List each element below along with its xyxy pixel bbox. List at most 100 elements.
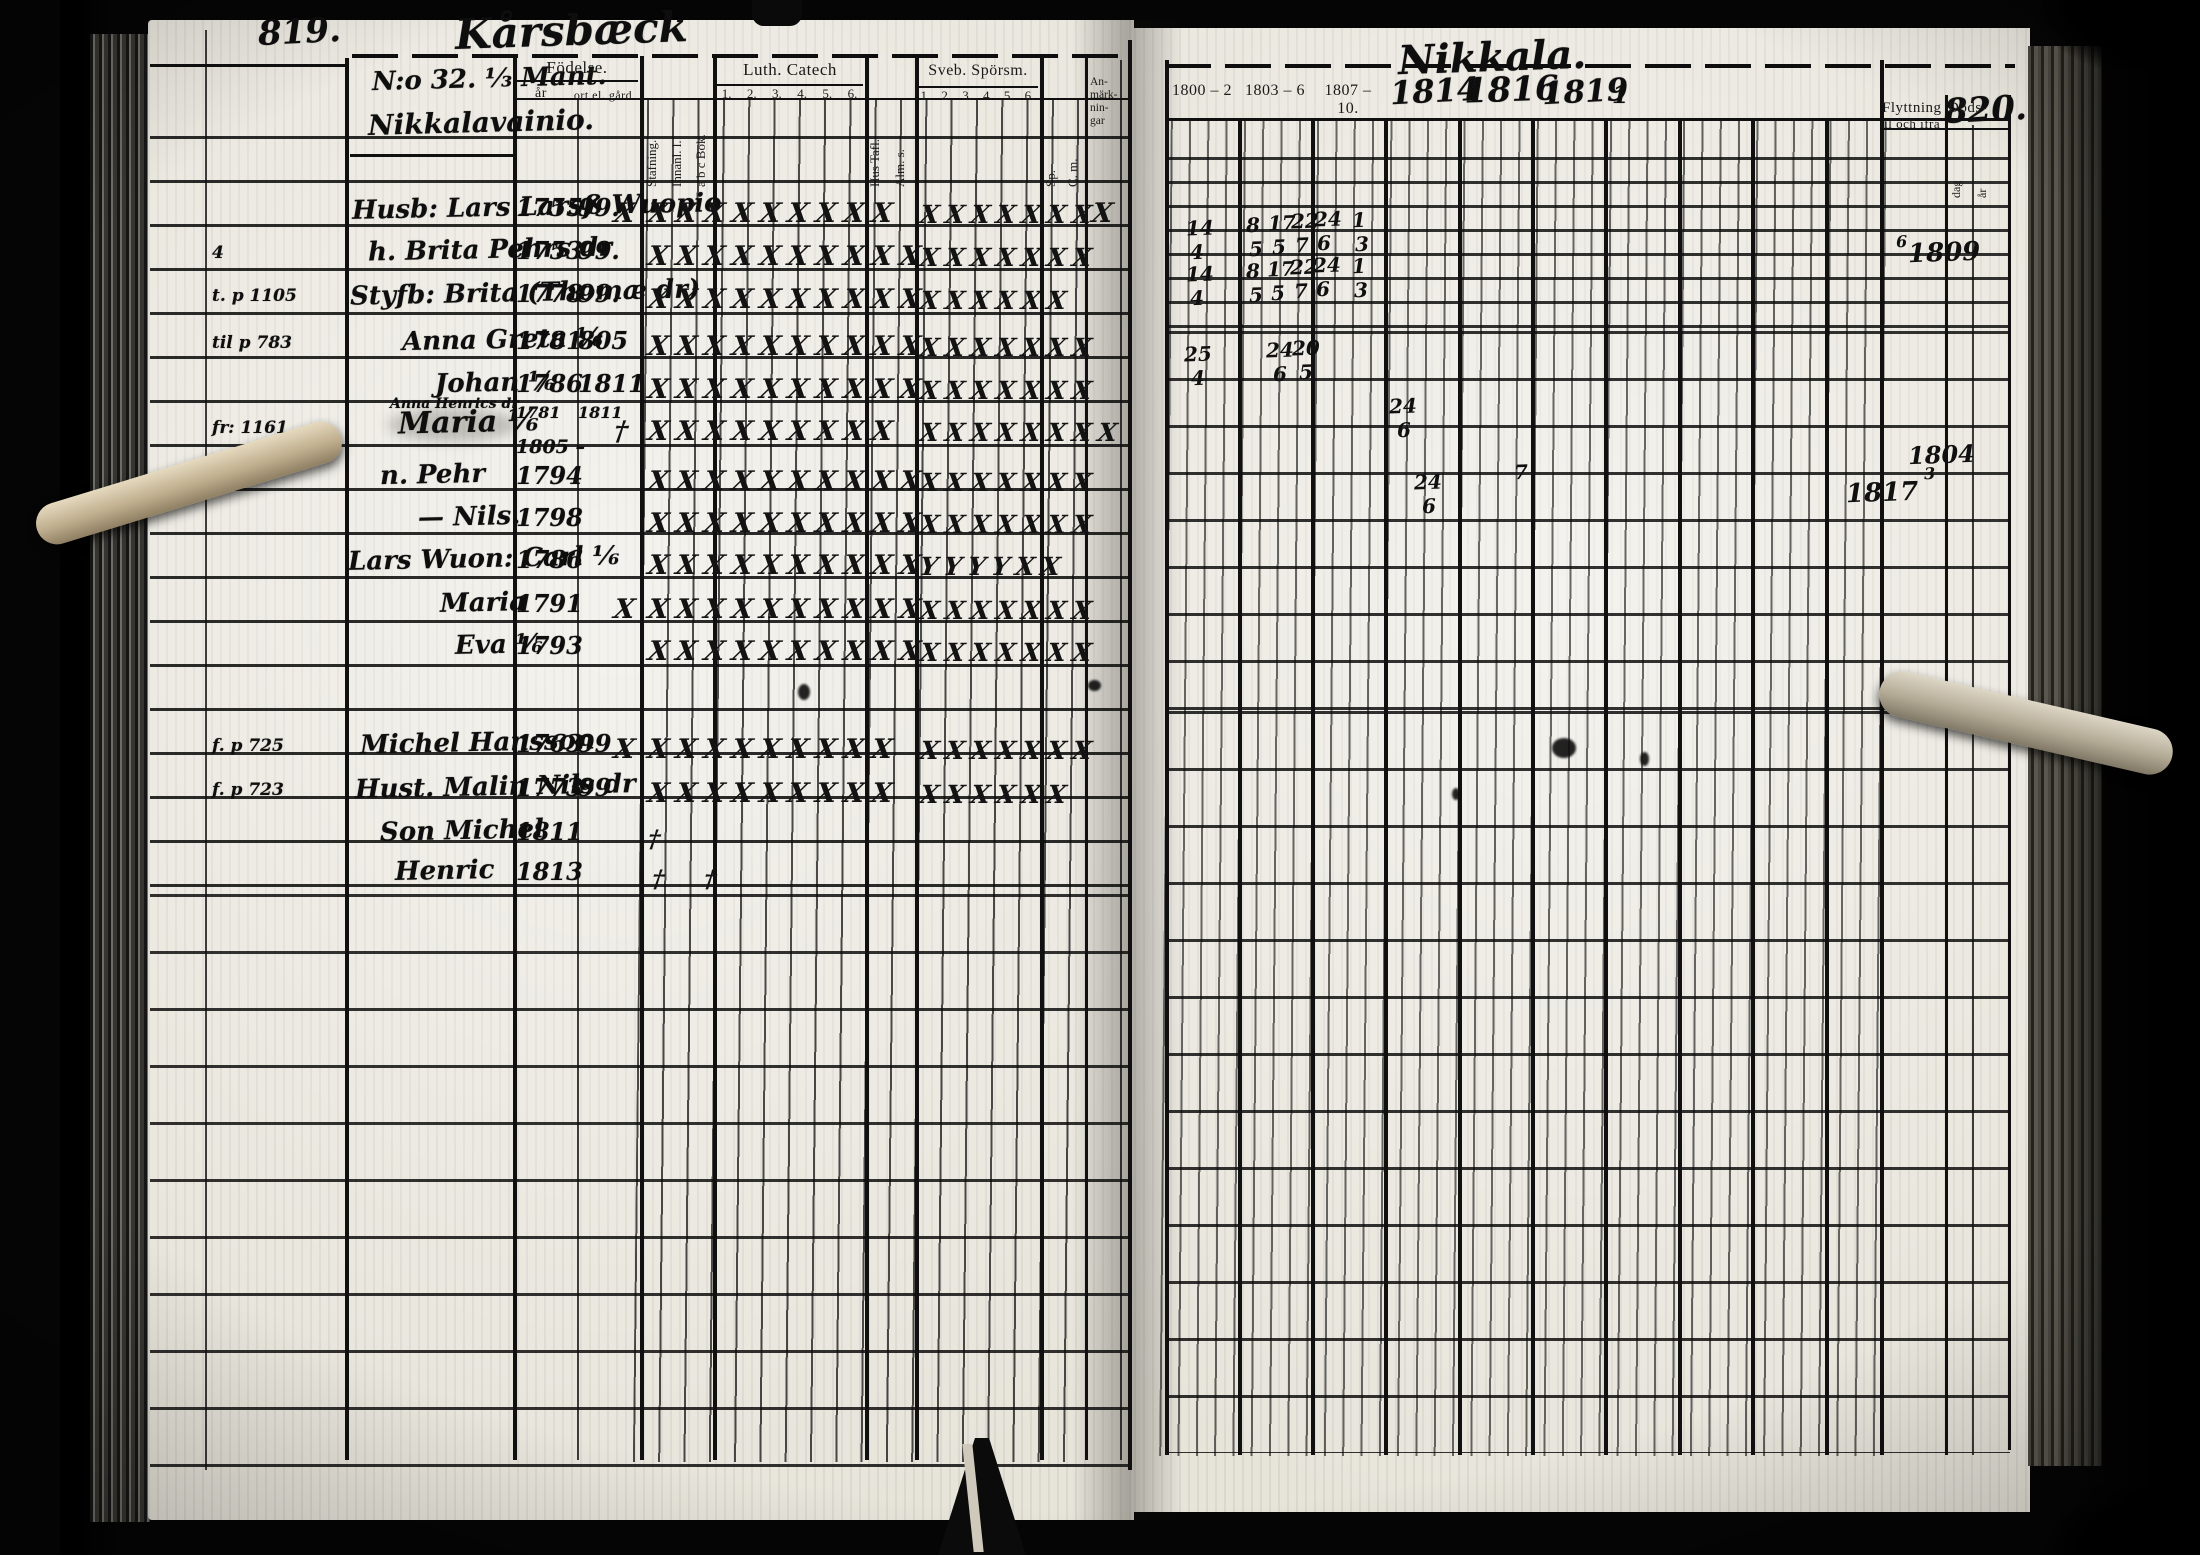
margin-note: f. p 725 (212, 736, 284, 756)
birth-year: 1781 (516, 326, 583, 355)
col-header-birth-place: ort el. gård (573, 88, 633, 102)
grade: 1. (920, 88, 931, 103)
top-clamp (752, 0, 802, 26)
entry-mark: 24 (1388, 393, 1418, 419)
register-row: til p 783 Anna Greta ⅙ 1781 805 XXXXXXXX… (150, 313, 1134, 362)
exam-marks: XXXXXXXXXX (645, 284, 930, 315)
col-header-innanl: Innanl. l. (669, 140, 684, 187)
col-header-sp: Sp. (1043, 170, 1058, 187)
entry-mark: 5 (1270, 280, 1286, 306)
entry-mark: 6 (1316, 230, 1332, 256)
margin-note: 4 (212, 243, 224, 263)
column-line (1531, 118, 1535, 1455)
column-line (1880, 60, 1884, 1455)
sveb-grade-numbers: 1. 2. 3. 4. 5. 6. (915, 88, 1040, 104)
register-row: Husb: Lars Larsß Wuopio 1755 99. X XXXXX… (150, 180, 1134, 229)
grade: 6. (1024, 88, 1035, 103)
margin-note: t. p 1105 (212, 286, 297, 306)
left-page-edges (90, 34, 150, 1522)
entry-mark: 3 (1923, 463, 1936, 484)
entry-mark: 3 (1354, 231, 1370, 257)
register-row: Maria 1791 X XXXXXXXXXX XXXXXXX (150, 576, 1134, 625)
col-header-death-year: år (1975, 188, 1989, 198)
grid-columns-right (1159, 120, 1888, 1456)
entry-mark: 3 (1353, 277, 1369, 303)
col-header-hustafl: Hus Tafl. (867, 139, 882, 187)
col-header-birth: Födelse. (546, 58, 608, 77)
entry-mark: 8 (1245, 212, 1261, 238)
grade: 6. (847, 86, 858, 101)
birth-year: 1786 (516, 369, 583, 398)
birth-year: 1755 (516, 193, 583, 222)
register-row: Johan ⅙ 1786 1811 XXXXXXXXXX XXXXXXX (150, 356, 1134, 405)
entry-mark: 7 (1294, 232, 1310, 258)
entry-mark: 14 (1185, 261, 1215, 287)
person-name: n. Pehr (379, 458, 486, 492)
person-name: — Nils. (417, 500, 521, 534)
register-row: f. p 723 Hust. Malin Nils dr 1773 99 XXX… (150, 760, 1134, 809)
register-row: Henric 1813 † † (150, 844, 1134, 893)
birth-year: 1798 (516, 503, 583, 532)
estate-name: Nikkalavainio. (367, 103, 595, 142)
entry-mark: 6 (1315, 276, 1331, 302)
exam-marks: XXXXXXXXX (645, 416, 902, 447)
register-row: f. p 725 Michel Hansson 1763 99 X XXXXXX… (150, 716, 1134, 765)
grade: 5. (822, 86, 833, 101)
entry-mark: 6 (1895, 231, 1908, 252)
birth-year: 1773 (516, 773, 583, 802)
birth-year: 1763 (516, 729, 583, 758)
grade: 3. (772, 86, 782, 101)
moving-year-entry: 1817 (1845, 476, 1919, 510)
ink-blot (1640, 752, 1649, 766)
register-row: Lars Wuon: Carl ⅙ 1786 XXXXXXXXXX YYYYXX (150, 532, 1134, 581)
col-header-death-day: dag (1949, 180, 1963, 198)
luth-grade-numbers: 1. 2. 3. 4. 5. 6. (714, 86, 865, 102)
remarks-line: märk- (1090, 89, 1118, 101)
grade: 1. (721, 86, 732, 101)
col-header-luth: Luth. Catech (743, 60, 837, 79)
entry-mark: 4 (1190, 365, 1206, 391)
register-row: — Nils. 1798 XXXXXXXXXX XXXXXXX (150, 490, 1134, 539)
page-title-left: Kårsbæck (454, 1, 689, 60)
entry-mark: 6 (1272, 361, 1288, 387)
birth-year: 1791 (516, 589, 583, 618)
col-header-alm: Alm. s. (892, 149, 907, 187)
grade: 2. (746, 86, 757, 101)
ink-blot (1552, 738, 1576, 758)
entry-mark: 1 (1351, 207, 1367, 233)
year-header: 1807 – 10. (1324, 82, 1372, 117)
column-line (1751, 118, 1755, 1455)
exam-marks: XXXXXXXXXX (645, 636, 930, 667)
col-header-birth-year: år (535, 86, 547, 101)
header-rule-right (1165, 64, 2015, 68)
col-header-abc-bok: a b c Bok. (693, 134, 708, 187)
death-year-entry: 1809 (1907, 236, 1981, 270)
entry-mark: 5 (1248, 282, 1264, 308)
col-header-stafning: Stafning. (644, 139, 659, 187)
exam-marks: XXXXXXXX (917, 418, 1126, 447)
register-row: t. p 1105 Styfb: Brita (Thomæ dr) 1778 9… (150, 266, 1134, 315)
entry-mark: 5 (1248, 236, 1264, 262)
register-row: 4 h. Brita Pehrs dr 1753 99. XXXXXXXXXX … (150, 223, 1134, 272)
note-year: 1811 (578, 369, 645, 398)
ink-blot (798, 684, 810, 700)
ink-blot (1088, 680, 1101, 691)
entry-mark: 5 (1271, 234, 1287, 260)
note-year: 99 (578, 729, 612, 758)
column-line (1311, 118, 1315, 1455)
entry-mark: 20 (1291, 335, 1321, 361)
grade: 3. (962, 88, 972, 103)
page-number-left: 819. (257, 9, 342, 55)
birth-year: 1794 (516, 461, 583, 490)
birth-year: 1753 (516, 236, 583, 265)
col-header-sveb: Sveb. Spörsm. (928, 62, 1028, 79)
grade: 5. (1003, 88, 1014, 103)
column-line (1165, 60, 1169, 1455)
column-line (1678, 118, 1682, 1455)
col-header-moving2: til och ifrå (1880, 116, 1941, 131)
right-shadow (2060, 0, 2200, 1555)
margin-note: f. p 723 (212, 780, 284, 800)
estate-rule (350, 154, 513, 157)
column-line (1825, 118, 1829, 1455)
entry-mark: 7 (1513, 459, 1529, 485)
